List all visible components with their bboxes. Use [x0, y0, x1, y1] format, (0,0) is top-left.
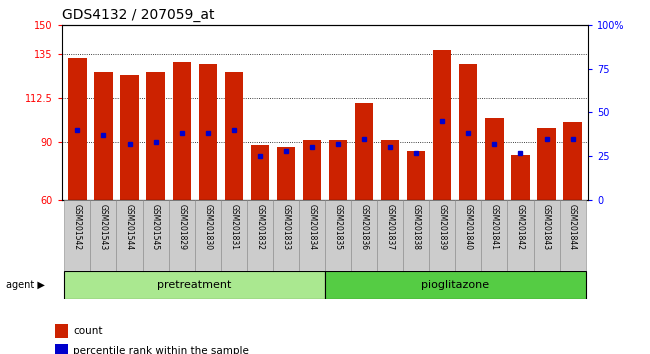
Text: GSM201841: GSM201841 — [490, 204, 499, 250]
Bar — [303, 139, 321, 200]
FancyBboxPatch shape — [142, 200, 168, 271]
Text: GSM201834: GSM201834 — [307, 204, 317, 250]
FancyBboxPatch shape — [221, 200, 247, 271]
Bar — [355, 103, 373, 200]
FancyBboxPatch shape — [299, 200, 325, 271]
FancyBboxPatch shape — [325, 200, 351, 271]
Bar — [251, 145, 269, 200]
FancyBboxPatch shape — [508, 200, 534, 271]
FancyBboxPatch shape — [377, 200, 403, 271]
Bar — [512, 155, 530, 200]
FancyBboxPatch shape — [116, 200, 142, 271]
Text: GSM201544: GSM201544 — [125, 204, 134, 250]
FancyBboxPatch shape — [325, 271, 586, 299]
FancyBboxPatch shape — [534, 200, 560, 271]
Text: GSM201843: GSM201843 — [542, 204, 551, 250]
Bar — [538, 128, 556, 200]
Bar — [146, 72, 164, 200]
Text: GSM201830: GSM201830 — [203, 204, 212, 250]
Bar — [68, 58, 86, 200]
Bar — [225, 72, 243, 200]
Text: GSM201844: GSM201844 — [568, 204, 577, 250]
Text: GSM201542: GSM201542 — [73, 204, 82, 250]
Text: GSM201840: GSM201840 — [464, 204, 473, 250]
Bar — [172, 62, 190, 200]
Bar — [433, 50, 451, 200]
Bar — [94, 72, 112, 200]
Text: GSM201836: GSM201836 — [359, 204, 369, 250]
Text: GSM201838: GSM201838 — [411, 204, 421, 250]
FancyBboxPatch shape — [247, 200, 273, 271]
Bar — [199, 64, 217, 200]
Text: pretreatment: pretreatment — [157, 280, 232, 290]
Text: GDS4132 / 207059_at: GDS4132 / 207059_at — [62, 8, 214, 22]
FancyBboxPatch shape — [455, 200, 482, 271]
FancyBboxPatch shape — [64, 271, 325, 299]
Text: percentile rank within the sample: percentile rank within the sample — [73, 346, 249, 354]
FancyBboxPatch shape — [560, 200, 586, 271]
Bar — [486, 118, 504, 200]
Text: GSM201837: GSM201837 — [385, 204, 395, 250]
Bar — [460, 64, 478, 200]
Text: pioglitazone: pioglitazone — [421, 280, 489, 290]
Bar — [329, 139, 347, 200]
Bar — [407, 152, 425, 200]
Bar — [55, 344, 68, 354]
FancyBboxPatch shape — [482, 200, 508, 271]
Bar — [277, 147, 295, 200]
Bar — [564, 122, 582, 200]
Text: agent ▶: agent ▶ — [6, 280, 46, 290]
Text: GSM201545: GSM201545 — [151, 204, 160, 250]
Bar — [120, 75, 138, 200]
Text: GSM201831: GSM201831 — [229, 204, 239, 250]
Bar — [55, 324, 68, 338]
Text: GSM201829: GSM201829 — [177, 204, 186, 250]
Text: count: count — [73, 326, 103, 336]
FancyBboxPatch shape — [429, 200, 455, 271]
Text: GSM201842: GSM201842 — [516, 204, 525, 250]
FancyBboxPatch shape — [90, 200, 116, 271]
FancyBboxPatch shape — [403, 200, 429, 271]
Text: GSM201833: GSM201833 — [281, 204, 291, 250]
FancyBboxPatch shape — [64, 200, 90, 271]
FancyBboxPatch shape — [195, 200, 221, 271]
Text: GSM201832: GSM201832 — [255, 204, 265, 250]
Text: GSM201543: GSM201543 — [99, 204, 108, 250]
FancyBboxPatch shape — [168, 200, 195, 271]
Text: GSM201839: GSM201839 — [438, 204, 447, 250]
Text: GSM201835: GSM201835 — [333, 204, 343, 250]
FancyBboxPatch shape — [351, 200, 377, 271]
FancyBboxPatch shape — [273, 200, 299, 271]
Bar — [381, 139, 399, 200]
